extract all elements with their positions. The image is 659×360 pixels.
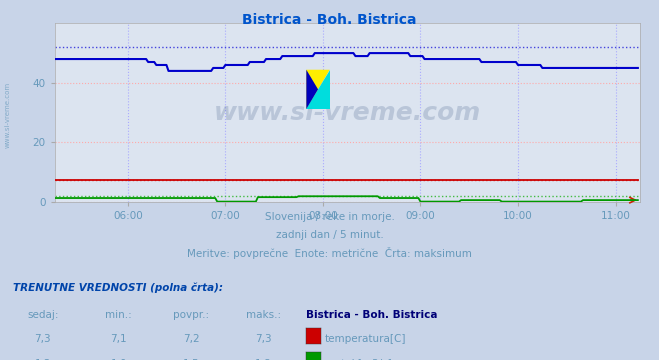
Text: Meritve: povprečne  Enote: metrične  Črta: maksimum: Meritve: povprečne Enote: metrične Črta:…	[187, 247, 472, 259]
Text: sedaj:: sedaj:	[27, 310, 59, 320]
Text: temperatura[C]: temperatura[C]	[324, 334, 406, 344]
Text: min.:: min.:	[105, 310, 132, 320]
Text: Bistrica - Boh. Bistrica: Bistrica - Boh. Bistrica	[243, 13, 416, 27]
Text: 7,1: 7,1	[110, 334, 127, 344]
Text: maks.:: maks.:	[246, 310, 281, 320]
Text: www.si-vreme.com: www.si-vreme.com	[214, 100, 481, 125]
Text: 1,2: 1,2	[34, 359, 51, 360]
Text: 1,0: 1,0	[110, 359, 127, 360]
Text: 7,2: 7,2	[183, 334, 200, 344]
Polygon shape	[306, 70, 318, 109]
Text: 1,8: 1,8	[255, 359, 272, 360]
Text: 1,5: 1,5	[183, 359, 200, 360]
Text: povpr.:: povpr.:	[173, 310, 209, 320]
Text: Bistrica - Boh. Bistrica: Bistrica - Boh. Bistrica	[306, 310, 438, 320]
Text: 7,3: 7,3	[255, 334, 272, 344]
Polygon shape	[306, 70, 330, 109]
Text: 7,3: 7,3	[34, 334, 51, 344]
Text: zadnji dan / 5 minut.: zadnji dan / 5 minut.	[275, 230, 384, 240]
Polygon shape	[306, 70, 330, 109]
Text: TRENUTNE VREDNOSTI (polna črta):: TRENUTNE VREDNOSTI (polna črta):	[13, 283, 223, 293]
Text: www.si-vreme.com: www.si-vreme.com	[5, 82, 11, 148]
Text: Slovenija / reke in morje.: Slovenija / reke in morje.	[264, 212, 395, 222]
Text: pretok[m3/s]: pretok[m3/s]	[324, 359, 392, 360]
